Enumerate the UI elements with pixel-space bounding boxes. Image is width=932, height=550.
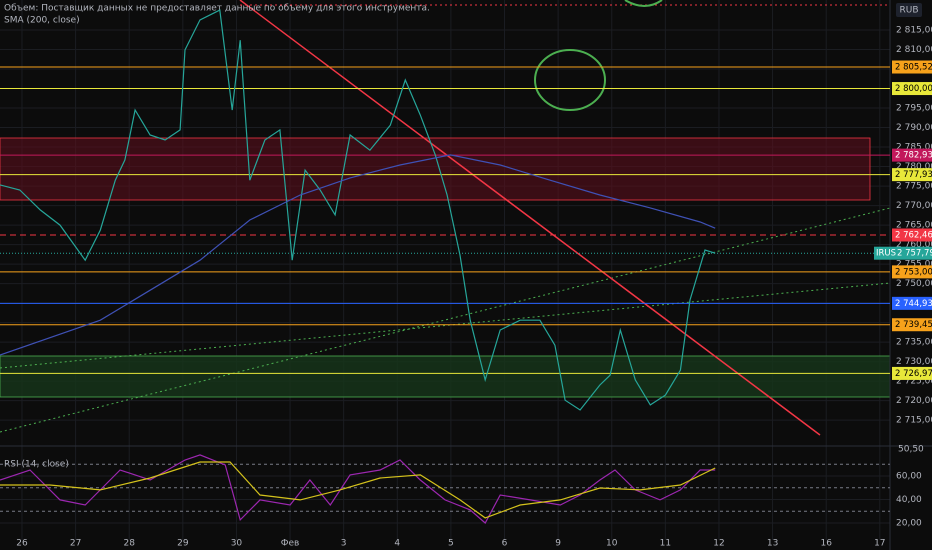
x-tick-label: 27 bbox=[70, 539, 81, 549]
series-line bbox=[0, 461, 716, 519]
level-label: 2 739,45 bbox=[895, 320, 932, 330]
price-label: 2 757,79 bbox=[897, 249, 932, 259]
level-label: 2 777,93 bbox=[895, 170, 932, 180]
y-tick-label: 2 815,00 bbox=[896, 26, 932, 36]
y-tick-label: 2 780,00 bbox=[896, 162, 932, 172]
level-label: 2 744,93 bbox=[895, 299, 932, 309]
y-tick-label: 2 725,00 bbox=[896, 377, 932, 387]
x-tick-label: Фев bbox=[281, 539, 300, 549]
level-label: 2 726,97 bbox=[895, 369, 932, 379]
x-tick-label: 9 bbox=[555, 539, 561, 549]
support-zone bbox=[0, 355, 891, 398]
series-line bbox=[0, 154, 716, 356]
level-label: 2 800,00 bbox=[895, 84, 932, 94]
x-tick-label: 10 bbox=[606, 539, 618, 549]
y-tick-label: 2 755,00 bbox=[896, 260, 932, 270]
y-tick-label: 2 720,00 bbox=[896, 396, 932, 406]
level-label: 2 805,52 bbox=[895, 63, 932, 73]
currency: RUB bbox=[899, 6, 918, 16]
level-label-box bbox=[892, 148, 932, 162]
y-tick-label: 2 760,00 bbox=[896, 240, 932, 250]
rsi-annotation: 50,50 bbox=[898, 445, 924, 455]
x-tick-label: 16 bbox=[820, 539, 832, 549]
x-tick-label: 29 bbox=[177, 539, 189, 549]
price-badge bbox=[874, 246, 932, 260]
y-tick-label: 2 765,00 bbox=[896, 221, 932, 231]
y-tick-label: 60,00 bbox=[896, 471, 922, 481]
level-label-box bbox=[892, 366, 932, 380]
x-tick-label: 12 bbox=[713, 539, 724, 549]
y-tick-label: 2 790,00 bbox=[896, 123, 932, 133]
level-label-box bbox=[892, 168, 932, 182]
y-tick-label: 20,00 bbox=[896, 518, 922, 528]
x-tick-label: 17 bbox=[874, 539, 885, 549]
x-tick-label: 26 bbox=[16, 539, 28, 549]
level-label-box bbox=[892, 318, 932, 332]
trend-line bbox=[0, 282, 891, 369]
y-tick-label: 2 735,00 bbox=[896, 338, 932, 348]
series-line bbox=[0, 9, 716, 411]
x-tick-label: 6 bbox=[502, 539, 508, 549]
level-label-box bbox=[892, 60, 932, 74]
drawing-circle bbox=[534, 49, 606, 111]
legend-entry: SMA (200, close) bbox=[4, 16, 80, 26]
x-tick-label: 5 bbox=[448, 539, 454, 549]
x-tick-label: 11 bbox=[660, 539, 671, 549]
volume-note: Объем: Поставщик данных не предоставляет… bbox=[4, 4, 430, 14]
y-tick-label: 2 730,00 bbox=[896, 357, 932, 367]
y-tick-label: 2 715,00 bbox=[896, 416, 932, 426]
instrument-name: IRUS bbox=[876, 249, 896, 259]
x-tick-label: 3 bbox=[341, 539, 347, 549]
y-tick-label: 40,00 bbox=[896, 495, 922, 505]
x-tick-label: 13 bbox=[767, 539, 778, 549]
y-tick-label: 2 770,00 bbox=[896, 201, 932, 211]
currency-box bbox=[896, 3, 922, 17]
level-label: 2 753,00 bbox=[895, 267, 932, 277]
level-label-box bbox=[892, 296, 932, 310]
level-label-box bbox=[892, 265, 932, 279]
y-tick-label: 2 775,00 bbox=[896, 182, 932, 192]
level-label: 2 782,93 bbox=[895, 151, 932, 161]
resistance-zone bbox=[0, 137, 871, 201]
x-tick-label: 28 bbox=[123, 539, 135, 549]
trend-line bbox=[239, 0, 821, 436]
drawing-circle bbox=[624, 0, 663, 7]
level-label-box bbox=[892, 228, 932, 242]
x-tick-label: 4 bbox=[394, 539, 400, 549]
y-tick-label: 2 785,00 bbox=[896, 143, 932, 153]
y-tick-label: 2 810,00 bbox=[896, 45, 932, 55]
x-tick-label: 30 bbox=[231, 539, 243, 549]
level-label-box bbox=[892, 82, 932, 96]
y-tick-label: 2 795,00 bbox=[896, 104, 932, 114]
level-label: 2 762,46 bbox=[895, 230, 932, 240]
y-tick-label: 2 750,00 bbox=[896, 279, 932, 289]
